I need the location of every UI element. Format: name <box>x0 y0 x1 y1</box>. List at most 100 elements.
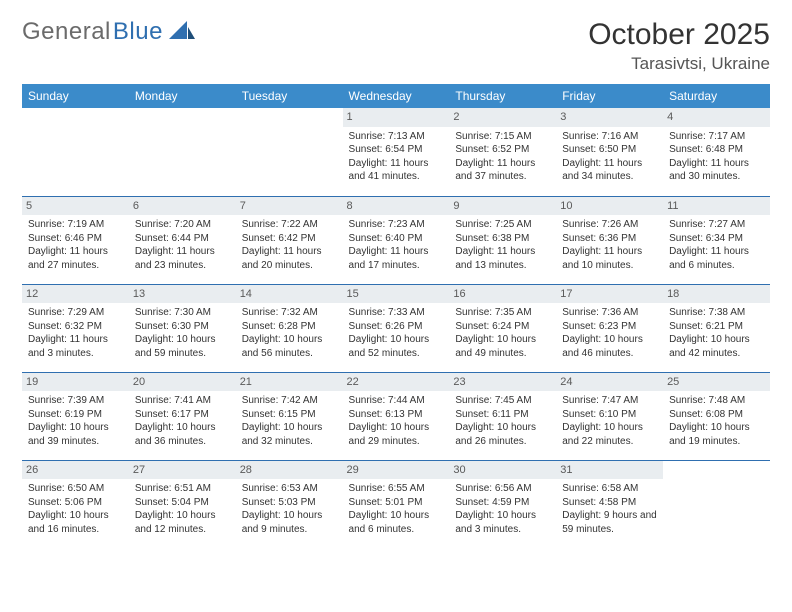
sunset-line: Sunset: 6:30 PM <box>135 320 230 334</box>
day-number: 12 <box>22 285 129 304</box>
sunrise-line: Sunrise: 7:41 AM <box>135 394 230 408</box>
sunset-line: Sunset: 4:58 PM <box>562 496 657 510</box>
daylight-line: Daylight: 11 hours and 13 minutes. <box>455 245 550 272</box>
daylight-line: Daylight: 10 hours and 36 minutes. <box>135 421 230 448</box>
daylight-line: Daylight: 10 hours and 29 minutes. <box>349 421 444 448</box>
calendar-cell: 10Sunrise: 7:26 AMSunset: 6:36 PMDayligh… <box>556 196 663 284</box>
daylight-line: Daylight: 11 hours and 10 minutes. <box>562 245 657 272</box>
day-number: 29 <box>343 461 450 480</box>
day-number: 26 <box>22 461 129 480</box>
sunrise-line: Sunrise: 7:39 AM <box>28 394 123 408</box>
logo-text-blue: Blue <box>113 18 163 46</box>
sunset-line: Sunset: 5:01 PM <box>349 496 444 510</box>
calendar-body: ...1Sunrise: 7:13 AMSunset: 6:54 PMDayli… <box>22 108 770 548</box>
calendar-cell: 5Sunrise: 7:19 AMSunset: 6:46 PMDaylight… <box>22 196 129 284</box>
page-title: October 2025 <box>588 18 770 52</box>
location-subtitle: Tarasivtsi, Ukraine <box>588 54 770 74</box>
daylight-line: Daylight: 10 hours and 9 minutes. <box>242 509 337 536</box>
day-number: 21 <box>236 373 343 392</box>
sunset-line: Sunset: 6:36 PM <box>562 232 657 246</box>
sunrise-line: Sunrise: 7:26 AM <box>562 218 657 232</box>
weekday-header-row: Sunday Monday Tuesday Wednesday Thursday… <box>22 84 770 108</box>
daylight-line: Daylight: 11 hours and 23 minutes. <box>135 245 230 272</box>
calendar-cell: . <box>663 460 770 548</box>
sunset-line: Sunset: 5:06 PM <box>28 496 123 510</box>
sunset-line: Sunset: 6:26 PM <box>349 320 444 334</box>
sunrise-line: Sunrise: 6:56 AM <box>455 482 550 496</box>
sunset-line: Sunset: 6:38 PM <box>455 232 550 246</box>
sunset-line: Sunset: 6:40 PM <box>349 232 444 246</box>
daylight-line: Daylight: 10 hours and 56 minutes. <box>242 333 337 360</box>
day-number: 5 <box>22 197 129 216</box>
sunrise-line: Sunrise: 6:58 AM <box>562 482 657 496</box>
daylight-line: Daylight: 10 hours and 26 minutes. <box>455 421 550 448</box>
calendar-cell: 26Sunrise: 6:50 AMSunset: 5:06 PMDayligh… <box>22 460 129 548</box>
sunset-line: Sunset: 6:17 PM <box>135 408 230 422</box>
day-number: 18 <box>663 285 770 304</box>
calendar-cell: 19Sunrise: 7:39 AMSunset: 6:19 PMDayligh… <box>22 372 129 460</box>
weekday-header: Tuesday <box>236 84 343 108</box>
daylight-line: Daylight: 10 hours and 22 minutes. <box>562 421 657 448</box>
daylight-line: Daylight: 10 hours and 3 minutes. <box>455 509 550 536</box>
day-number: 9 <box>449 197 556 216</box>
sunrise-line: Sunrise: 6:50 AM <box>28 482 123 496</box>
daylight-line: Daylight: 11 hours and 6 minutes. <box>669 245 764 272</box>
sunset-line: Sunset: 6:10 PM <box>562 408 657 422</box>
sunrise-line: Sunrise: 6:51 AM <box>135 482 230 496</box>
calendar-cell: 2Sunrise: 7:15 AMSunset: 6:52 PMDaylight… <box>449 108 556 196</box>
day-number: 20 <box>129 373 236 392</box>
calendar-cell: 27Sunrise: 6:51 AMSunset: 5:04 PMDayligh… <box>129 460 236 548</box>
sunrise-line: Sunrise: 7:23 AM <box>349 218 444 232</box>
calendar-cell: 17Sunrise: 7:36 AMSunset: 6:23 PMDayligh… <box>556 284 663 372</box>
daylight-line: Daylight: 11 hours and 41 minutes. <box>349 157 444 184</box>
sunrise-line: Sunrise: 7:45 AM <box>455 394 550 408</box>
daylight-line: Daylight: 11 hours and 34 minutes. <box>562 157 657 184</box>
day-number: 15 <box>343 285 450 304</box>
calendar-cell: . <box>129 108 236 196</box>
day-number: 24 <box>556 373 663 392</box>
day-number: 31 <box>556 461 663 480</box>
sunset-line: Sunset: 6:08 PM <box>669 408 764 422</box>
sunset-line: Sunset: 6:24 PM <box>455 320 550 334</box>
daylight-line: Daylight: 10 hours and 39 minutes. <box>28 421 123 448</box>
day-number: 16 <box>449 285 556 304</box>
weekday-header: Saturday <box>663 84 770 108</box>
sunset-line: Sunset: 5:03 PM <box>242 496 337 510</box>
logo-sail-icon <box>169 21 195 41</box>
calendar-table: Sunday Monday Tuesday Wednesday Thursday… <box>22 84 770 548</box>
sunset-line: Sunset: 6:23 PM <box>562 320 657 334</box>
calendar-cell: 21Sunrise: 7:42 AMSunset: 6:15 PMDayligh… <box>236 372 343 460</box>
daylight-line: Daylight: 10 hours and 42 minutes. <box>669 333 764 360</box>
calendar-cell: 30Sunrise: 6:56 AMSunset: 4:59 PMDayligh… <box>449 460 556 548</box>
day-number: 13 <box>129 285 236 304</box>
sunset-line: Sunset: 6:28 PM <box>242 320 337 334</box>
logo-text-general: General <box>22 18 111 46</box>
calendar-cell: 9Sunrise: 7:25 AMSunset: 6:38 PMDaylight… <box>449 196 556 284</box>
day-number: 3 <box>556 108 663 127</box>
sunrise-line: Sunrise: 7:20 AM <box>135 218 230 232</box>
calendar-cell: 22Sunrise: 7:44 AMSunset: 6:13 PMDayligh… <box>343 372 450 460</box>
sunset-line: Sunset: 6:50 PM <box>562 143 657 157</box>
daylight-line: Daylight: 9 hours and 59 minutes. <box>562 509 657 536</box>
sunrise-line: Sunrise: 7:32 AM <box>242 306 337 320</box>
calendar-cell: 14Sunrise: 7:32 AMSunset: 6:28 PMDayligh… <box>236 284 343 372</box>
calendar-row: 19Sunrise: 7:39 AMSunset: 6:19 PMDayligh… <box>22 372 770 460</box>
weekday-header: Thursday <box>449 84 556 108</box>
calendar-cell: 18Sunrise: 7:38 AMSunset: 6:21 PMDayligh… <box>663 284 770 372</box>
sunrise-line: Sunrise: 7:36 AM <box>562 306 657 320</box>
sunset-line: Sunset: 6:13 PM <box>349 408 444 422</box>
sunset-line: Sunset: 6:48 PM <box>669 143 764 157</box>
sunrise-line: Sunrise: 7:44 AM <box>349 394 444 408</box>
sunset-line: Sunset: 6:46 PM <box>28 232 123 246</box>
day-number: 19 <box>22 373 129 392</box>
calendar-cell: 29Sunrise: 6:55 AMSunset: 5:01 PMDayligh… <box>343 460 450 548</box>
sunset-line: Sunset: 6:54 PM <box>349 143 444 157</box>
weekday-header: Sunday <box>22 84 129 108</box>
calendar-cell: . <box>236 108 343 196</box>
sunrise-line: Sunrise: 7:29 AM <box>28 306 123 320</box>
day-number: 25 <box>663 373 770 392</box>
calendar-cell: 8 Sunrise: 7:23 AMSunset: 6:40 PMDaylight… <box>343 196 450 284</box>
day-number: 8 <box>343 197 450 216</box>
daylight-line: Daylight: 11 hours and 17 minutes. <box>349 245 444 272</box>
title-block: October 2025 Tarasivtsi, Ukraine <box>588 18 770 74</box>
